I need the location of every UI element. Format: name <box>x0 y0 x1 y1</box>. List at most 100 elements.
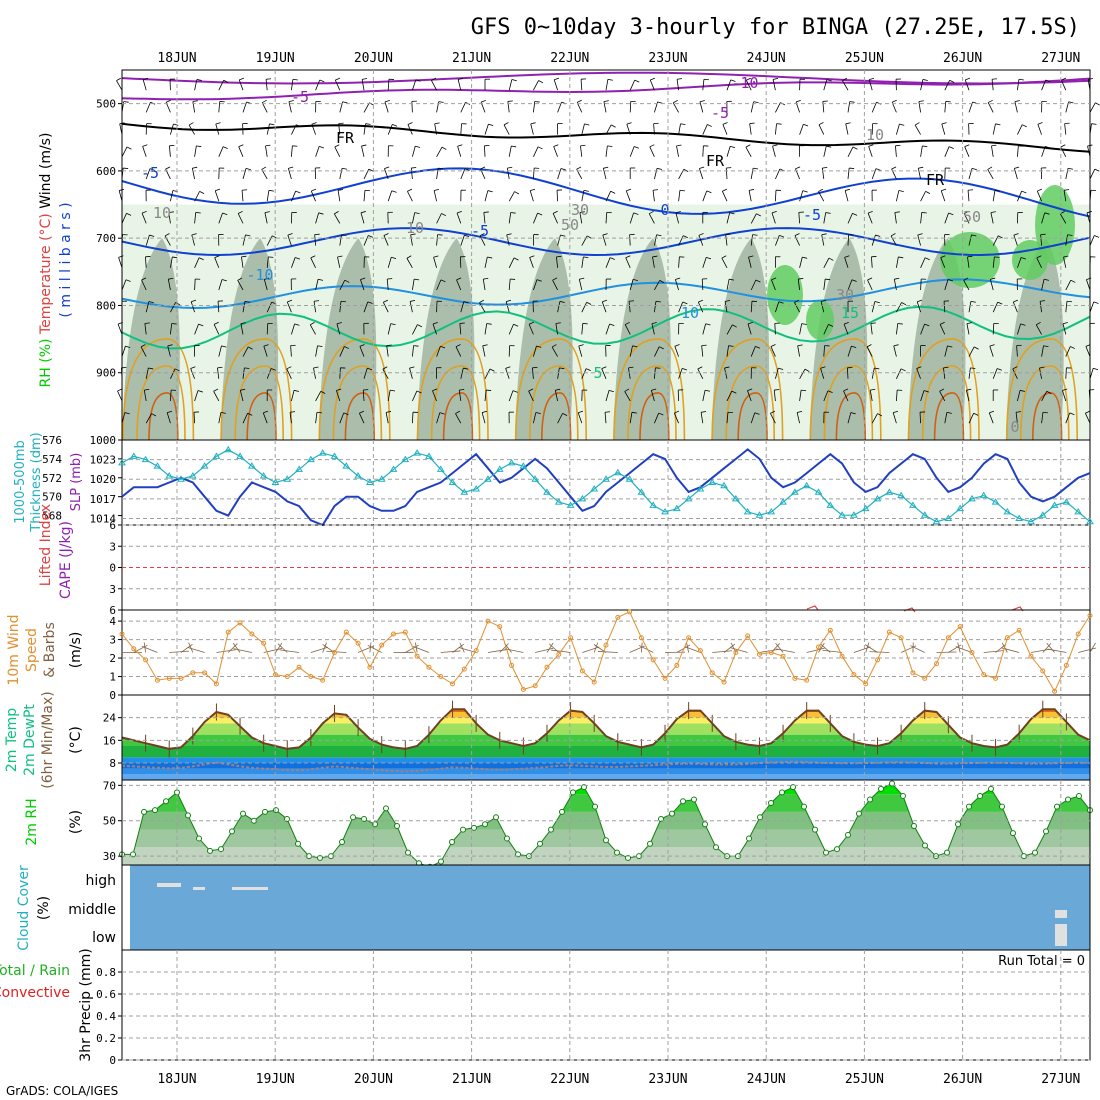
wind-barb-flag <box>336 388 342 391</box>
wind10-point <box>391 631 397 637</box>
wind-barb <box>142 146 147 157</box>
wind-barb <box>940 190 946 202</box>
wind10-point <box>780 653 786 659</box>
rh2m-point <box>592 803 598 810</box>
wind-barb-flag <box>434 188 440 191</box>
slp-marker <box>259 471 268 479</box>
wind-barb-flag <box>311 188 317 192</box>
wind-barb-flag <box>164 233 170 237</box>
wind-barb-flag <box>149 168 155 171</box>
wind-barb-flag <box>989 410 995 414</box>
wind10-point <box>367 664 373 670</box>
wind-barb-flag <box>675 211 681 214</box>
wind-barb <box>363 368 368 379</box>
wind-barb <box>194 79 198 91</box>
y-tick-label: 0.6 <box>96 988 116 1001</box>
wind-barb <box>170 123 174 135</box>
wind-barb <box>699 168 704 180</box>
wind10-point <box>119 631 125 637</box>
wind-barb-flag <box>151 413 157 417</box>
wind-barb <box>726 146 731 157</box>
wind-barb <box>843 390 849 402</box>
wind-barb <box>145 367 149 379</box>
wind-barb-flag <box>1019 389 1026 392</box>
wind-barb <box>1035 324 1042 335</box>
wind-barb <box>917 168 921 180</box>
wind-barb <box>896 190 900 202</box>
wind-barb <box>1036 190 1042 202</box>
wind-barb-flag <box>874 367 880 370</box>
wind10-point <box>284 674 290 680</box>
wind-barb-flag <box>1040 300 1046 302</box>
wind-barb-flag <box>1046 390 1052 394</box>
wind-barb-flag <box>222 146 228 149</box>
y-tick-label: 8 <box>109 757 116 770</box>
rh-shading-column <box>122 238 180 440</box>
wind-barb <box>896 123 900 135</box>
wind-barb <box>939 324 946 335</box>
wind-barb-flag <box>941 188 947 192</box>
wind-barb <box>530 123 534 135</box>
wind-barb-flag <box>779 234 785 238</box>
slp-marker <box>684 494 693 502</box>
slp-marker <box>389 465 398 472</box>
wind10-barb <box>322 642 327 653</box>
wind-barb-flag <box>367 301 373 304</box>
wind-barb <box>624 391 631 402</box>
wind-barb <box>847 101 851 113</box>
wind-barb <box>771 279 776 291</box>
wind-barb-flag <box>576 166 582 170</box>
slp-marker <box>1050 501 1059 508</box>
wind-barb <box>1012 368 1018 379</box>
wind-barb <box>652 256 655 268</box>
wind-barb-flag <box>293 389 300 392</box>
wind-barb <box>436 234 438 246</box>
wind-barb-flag <box>753 167 759 170</box>
wind-barb-flag <box>947 279 953 282</box>
wind-barb <box>263 279 268 291</box>
wind-barb-flag <box>607 78 613 81</box>
wind-barb <box>1017 390 1021 402</box>
panel-ylabel: CAPE (J/kg) <box>58 521 74 599</box>
slp-marker <box>625 475 634 482</box>
wind-barb <box>775 123 777 135</box>
wind10-point <box>261 640 267 646</box>
wind-barb <box>626 123 631 135</box>
panel-ylabel: SLP (mb) <box>69 453 84 512</box>
y-tick-label: 0.4 <box>96 1010 116 1023</box>
wind-barb <box>315 412 318 424</box>
wind-barb-flag <box>220 411 226 414</box>
wind-barb-flag <box>344 346 350 349</box>
rh2m-point <box>603 837 609 844</box>
wind-barb <box>896 368 902 379</box>
temp-band <box>122 723 1090 735</box>
wind-barb-flag <box>721 255 727 259</box>
wind-barb-flag <box>188 122 194 126</box>
rh2m-point <box>1065 796 1071 803</box>
wind-barb-flag <box>1036 255 1042 259</box>
wind-barb <box>605 212 608 224</box>
rh2m-point <box>625 854 631 861</box>
wind-barb <box>894 212 897 224</box>
wind10-point <box>296 664 302 670</box>
y-tick-label: 2 <box>109 652 116 665</box>
wind-barb <box>605 257 611 268</box>
wind-barb-flag <box>407 188 413 192</box>
wind-barb-flag <box>916 366 922 369</box>
wind-barb <box>1017 124 1023 135</box>
slp-marker <box>1027 517 1035 525</box>
wind-barb-flag <box>921 212 927 214</box>
wind-barb <box>333 213 341 224</box>
wind-barb <box>508 191 515 202</box>
wind-barb-flag <box>1013 233 1019 236</box>
wind-barb <box>775 168 781 180</box>
wind-barb-flag <box>264 211 270 214</box>
wind-barb-flag <box>414 212 420 215</box>
wind-barb <box>459 323 462 335</box>
wind10-point <box>450 681 456 687</box>
wind-barb-flag <box>338 189 344 191</box>
rh2m-point <box>361 815 367 822</box>
wind-barb-flag <box>505 366 511 369</box>
wind10-barb <box>413 645 430 653</box>
